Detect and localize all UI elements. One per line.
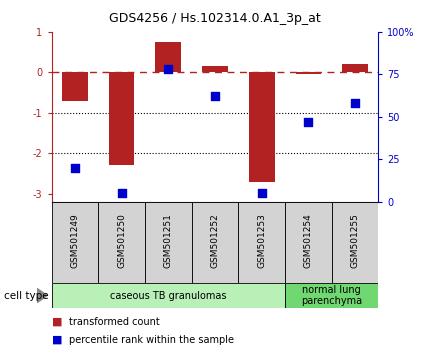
Bar <box>52 283 285 308</box>
Bar <box>332 202 378 283</box>
Point <box>118 190 125 196</box>
Text: GSM501253: GSM501253 <box>257 213 266 268</box>
Bar <box>52 202 98 283</box>
Bar <box>156 42 181 72</box>
Bar <box>285 283 378 308</box>
Text: GSM501254: GSM501254 <box>304 213 313 268</box>
Bar <box>145 202 192 283</box>
Text: GSM501249: GSM501249 <box>71 213 80 268</box>
Bar <box>295 72 321 74</box>
Bar <box>62 72 88 101</box>
Bar <box>98 202 145 283</box>
Text: cell type: cell type <box>4 291 49 301</box>
Bar <box>109 72 135 165</box>
Point <box>258 190 265 196</box>
Bar <box>342 64 368 72</box>
Text: GSM501255: GSM501255 <box>350 213 359 268</box>
Point <box>305 119 312 125</box>
Text: GDS4256 / Hs.102314.0.A1_3p_at: GDS4256 / Hs.102314.0.A1_3p_at <box>109 12 321 25</box>
Text: normal lung
parenchyma: normal lung parenchyma <box>301 285 362 307</box>
Bar <box>285 202 332 283</box>
Bar <box>202 66 228 72</box>
Point <box>352 101 359 106</box>
Polygon shape <box>37 288 47 303</box>
Bar <box>238 202 285 283</box>
Text: ■: ■ <box>52 317 62 327</box>
Text: ■: ■ <box>52 335 62 345</box>
Text: caseous TB granulomas: caseous TB granulomas <box>110 291 227 301</box>
Point <box>165 67 172 72</box>
Point <box>212 93 218 99</box>
Text: transformed count: transformed count <box>69 317 160 327</box>
Bar <box>249 72 274 182</box>
Text: percentile rank within the sample: percentile rank within the sample <box>69 335 234 345</box>
Point <box>71 165 78 171</box>
Text: GSM501252: GSM501252 <box>211 213 219 268</box>
Bar <box>192 202 238 283</box>
Text: GSM501250: GSM501250 <box>117 213 126 268</box>
Text: GSM501251: GSM501251 <box>164 213 173 268</box>
